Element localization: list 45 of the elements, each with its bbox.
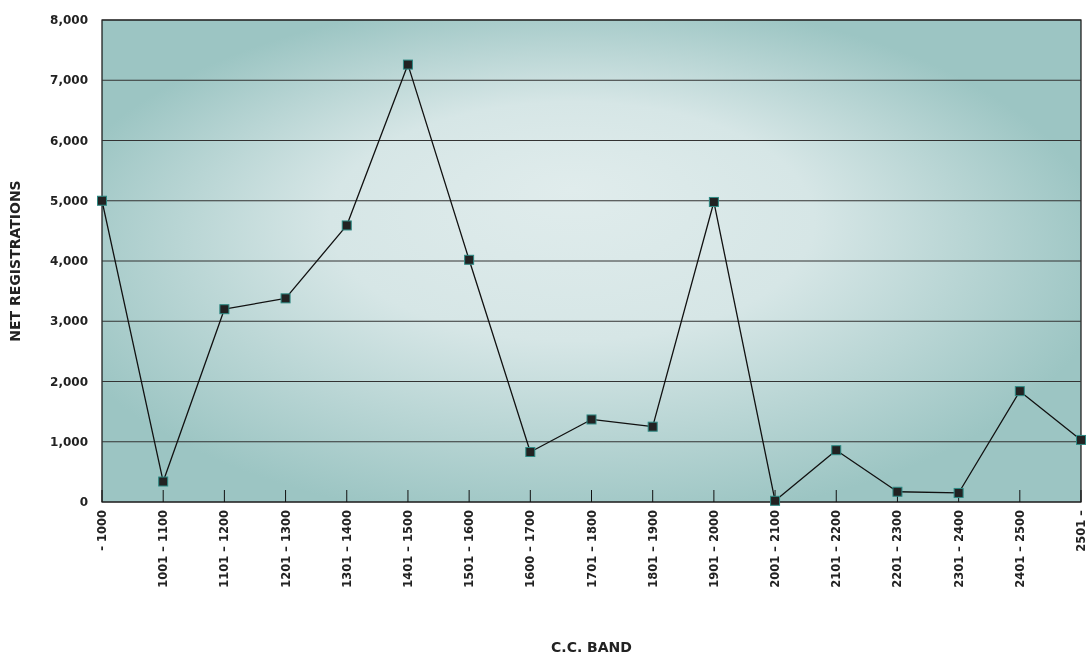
point	[1014, 386, 1025, 397]
x-tick-label: 1301 – 1400	[339, 510, 354, 588]
x-tick-label: 1401 – 1500	[400, 510, 415, 588]
x-tick-label: 2301 – 2400	[951, 510, 966, 588]
x-tick-label: - 1000	[95, 510, 110, 551]
y-tick-label: 5,000	[50, 193, 88, 208]
x-tick-label: 1701 – 1800	[584, 510, 599, 588]
y-tick-label: 6,000	[50, 133, 88, 148]
x-tick-label: 1501 – 1600	[462, 510, 477, 588]
x-tick-label: 1001 – 1100	[156, 510, 171, 588]
point	[953, 487, 964, 498]
y-axis-title: NET REGISTRATIONS	[7, 180, 23, 342]
y-tick-label: 2,000	[50, 374, 88, 389]
y-tick-label: 3,000	[50, 314, 88, 329]
x-tick-label: 1201 – 1300	[278, 510, 293, 588]
point	[647, 421, 658, 432]
point	[1076, 434, 1086, 445]
y-tick-label: 7,000	[50, 73, 88, 88]
x-tick-label: 2001 – 2100	[768, 510, 783, 588]
x-tick-label: 2501 –	[1074, 509, 1089, 552]
point	[525, 446, 536, 457]
point	[770, 495, 781, 506]
point	[464, 254, 475, 265]
point	[586, 414, 597, 425]
point	[97, 195, 107, 206]
point	[219, 304, 230, 315]
x-tick-label: 2201 – 2300	[890, 510, 905, 588]
x-tick-label: 2401 – 2500	[1012, 510, 1027, 588]
point	[402, 59, 413, 70]
point	[892, 486, 903, 497]
y-tick-label: 1,000	[50, 434, 88, 449]
y-tick-label: 8,000	[50, 13, 88, 28]
y-tick-label: 4,000	[50, 254, 88, 269]
point	[708, 196, 719, 207]
point	[158, 476, 169, 487]
point	[831, 445, 842, 456]
x-tick-label: 1101 – 1200	[217, 510, 232, 588]
x-axis-title: C.C. BAND	[551, 639, 632, 655]
y-tick-label: 0	[79, 495, 88, 510]
x-tick-label: 1600 – 1700	[523, 510, 538, 588]
point	[341, 220, 352, 231]
x-tick-label: 1901 – 2000	[706, 510, 721, 588]
x-tick-label: 1801 – 1900	[645, 510, 660, 588]
point	[280, 293, 291, 304]
x-tick-label: 2101 – 2200	[829, 510, 844, 588]
